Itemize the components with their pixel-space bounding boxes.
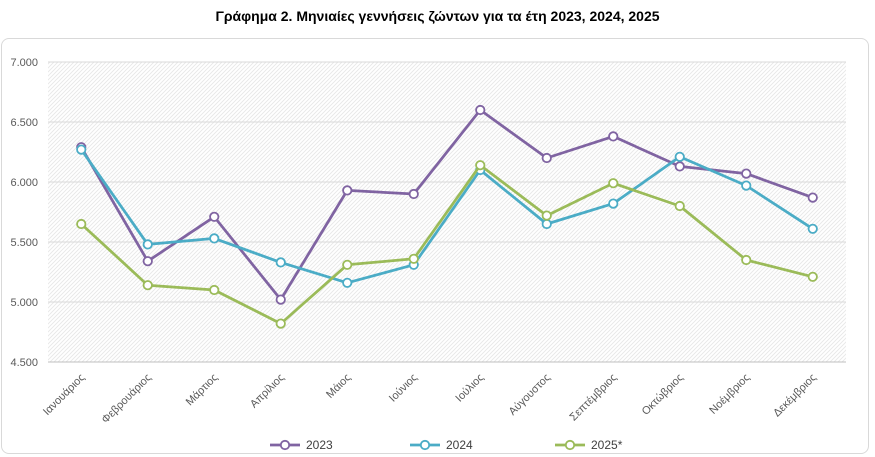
legend-label: 2025* <box>591 438 623 452</box>
data-point <box>209 211 220 222</box>
x-axis: Ιανουάριος Φεβρουάριος Μάρτιος Απρίλιος Μάιο… <box>41 361 846 426</box>
data-point <box>608 178 619 189</box>
x-tick-label: Νοέμβριος <box>707 372 752 417</box>
data-point <box>142 256 153 267</box>
y-tick-label: 6.000 <box>10 177 38 189</box>
data-point <box>807 271 818 282</box>
x-tick-label: Μάρτιος <box>184 372 221 409</box>
legend-swatch-marker <box>564 439 576 451</box>
x-tick-label: Δεκέμβριος <box>771 372 819 420</box>
data-point <box>674 200 685 212</box>
x-tick-label: Αύγουστος <box>507 372 553 418</box>
series-line <box>80 163 814 325</box>
data-point <box>142 239 153 250</box>
data-point <box>807 223 818 234</box>
data-point <box>674 151 685 162</box>
x-tick-label: Σεπτέμβριος <box>568 372 620 424</box>
data-point <box>408 188 419 200</box>
x-tick-label: Ιούνιος <box>387 372 420 405</box>
data-point <box>475 104 486 116</box>
y-tick-label: 5.000 <box>10 297 38 309</box>
x-tick-label: Οκτώβριος <box>640 372 686 418</box>
data-point <box>608 131 619 142</box>
data-point <box>541 218 552 230</box>
series-line <box>80 108 814 301</box>
series-layer <box>76 104 818 329</box>
legend-swatch-marker <box>419 439 431 451</box>
data-point <box>142 280 153 291</box>
data-point <box>76 144 87 155</box>
data-point <box>741 168 752 179</box>
data-point <box>76 218 87 230</box>
data-point <box>342 277 353 288</box>
data-point <box>807 192 818 203</box>
data-point <box>209 233 220 244</box>
x-tick-label: Ιανουάριος <box>41 372 87 418</box>
data-point <box>209 284 220 296</box>
chart-frame <box>1 38 869 454</box>
data-point <box>275 257 286 268</box>
data-point <box>342 259 353 270</box>
y-axis: 4.500 5.000 5.500 6.000 6.500 7.000 <box>10 57 846 369</box>
series-3 <box>76 160 818 329</box>
x-tick-label: Μάιος <box>324 372 353 401</box>
y-tick-label: 4.500 <box>10 357 38 369</box>
series-line <box>80 148 814 285</box>
data-point <box>408 253 419 264</box>
legend: 2023 2024 2025* <box>270 438 623 452</box>
legend-swatch-marker <box>279 439 291 451</box>
legend-item: 2024 <box>410 438 473 452</box>
data-point <box>541 152 552 164</box>
legend-label: 2024 <box>446 438 473 452</box>
data-point <box>275 318 286 329</box>
x-tick-label: Απρίλιος <box>248 372 287 411</box>
data-point <box>608 198 619 209</box>
legend-item: 2023 <box>270 438 333 452</box>
x-tick-label: Φεβρουάριος <box>100 372 154 426</box>
data-point <box>541 210 552 221</box>
chart-title: Γράφημα 2. Μηνιαίες γεννήσεις ζώντων για… <box>215 8 660 24</box>
data-point <box>674 161 685 172</box>
y-tick-label: 7.000 <box>10 57 38 69</box>
y-tick-label: 5.500 <box>10 237 38 249</box>
legend-label: 2023 <box>306 438 333 452</box>
data-point <box>741 254 752 266</box>
data-point <box>342 185 353 196</box>
x-tick-label: Ιούλιος <box>453 372 486 405</box>
data-point <box>741 180 752 191</box>
data-point <box>275 294 286 305</box>
legend-item: 2025* <box>555 438 623 452</box>
y-tick-label: 6.500 <box>10 117 38 129</box>
data-point <box>475 160 486 171</box>
